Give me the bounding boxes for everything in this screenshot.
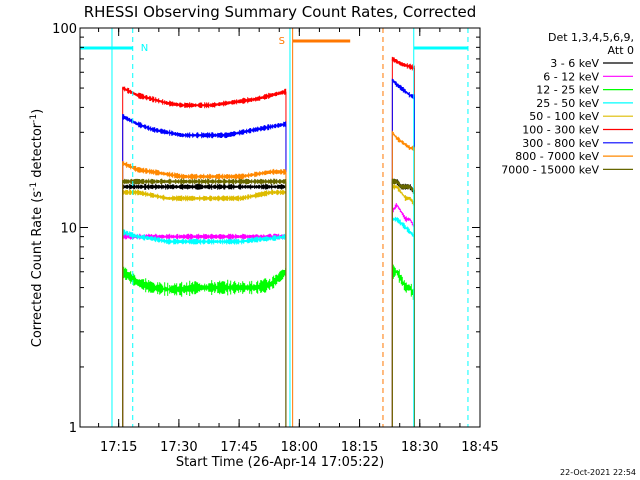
series-trace	[122, 178, 287, 185]
y-tick-label: 10	[60, 222, 77, 237]
y-tick-label: 1	[69, 421, 77, 436]
legend-entry-label: 6 - 12 keV	[543, 70, 599, 83]
y-axis-label-exponent-2: -1	[29, 114, 39, 123]
y-axis-label-main: Corrected Count Rate (s	[30, 191, 45, 348]
legend-entry-label: 50 - 100 keV	[529, 110, 599, 123]
series-trace	[391, 56, 415, 71]
x-tick-label: 17:30	[160, 440, 197, 455]
y-tick-label: 100	[52, 22, 77, 37]
series-7000-15000-kev	[122, 178, 415, 427]
series-trace	[122, 86, 287, 109]
legend-entry-label: 3 - 6 keV	[550, 57, 599, 70]
y-axis-label-exponent-1: -1	[29, 182, 39, 191]
legend-entry-label: 300 - 800 keV	[522, 137, 599, 150]
night-bar-label: N	[141, 43, 148, 54]
legend-entry-label: 100 - 300 keV	[522, 124, 599, 137]
x-tick-label: 17:15	[100, 440, 137, 455]
x-tick-label: 17:45	[220, 440, 257, 455]
x-tick-label: 18:00	[281, 440, 318, 455]
x-tick-label: 18:30	[401, 440, 438, 455]
legend-entry-label: 12 - 25 keV	[536, 84, 599, 97]
y-axis-label-detector: detector	[30, 122, 45, 182]
saa-bar-label: S	[279, 36, 285, 47]
y-axis-label: Corrected Count Rate (s-1 detector-1)	[29, 109, 45, 347]
x-axis-label: Start Time (26-Apr-14 17:05:22)	[176, 455, 384, 470]
legend-entry-label: 800 - 7000 keV	[515, 150, 599, 163]
legend-entry-label: 7000 - 15000 keV	[501, 163, 599, 176]
annotation-layer: NS	[80, 28, 469, 427]
footer-date: 22-Oct-2021 22:54	[560, 468, 636, 477]
legend-header-detectors: Det 1,3,4,5,6,9,	[548, 31, 634, 44]
x-tick-label: 18:45	[461, 440, 498, 455]
chart-title: RHESSI Observing Summary Count Rates, Co…	[84, 3, 477, 21]
axis-ticks: 17:15 17:30 17:45 18:00 18:15 18:30 18:45 1 10 10…	[52, 22, 499, 455]
series-trace	[391, 130, 415, 151]
x-tick-label: 18:15	[341, 440, 378, 455]
series-layer	[122, 56, 415, 427]
y-axis-label-close: )	[30, 109, 45, 114]
legend-header-attenuator: Att 0	[608, 44, 634, 57]
legend-entry-label: 25 - 50 keV	[536, 97, 599, 110]
